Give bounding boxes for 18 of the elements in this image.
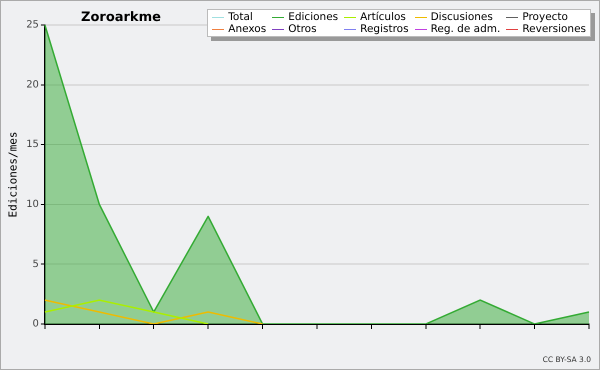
legend-label: Reg. de adm. — [430, 23, 500, 35]
y-tick-label: 5 — [32, 258, 39, 270]
y-tick-label: 15 — [26, 139, 39, 150]
legend-label: Discusiones — [430, 11, 493, 23]
legend-label: Anexos — [228, 23, 266, 35]
y-tick-label: 10 — [26, 198, 39, 210]
chart-title: Zoroarkme — [80, 10, 162, 25]
legend-label: Total — [228, 11, 253, 23]
legend-label: Proyecto — [522, 11, 568, 23]
legend-label: Reversiones — [522, 23, 586, 35]
y-axis-title: Ediciones/mes — [6, 131, 20, 218]
legend-label: Registros — [360, 23, 409, 35]
legend-label: Otros — [288, 23, 317, 35]
y-tick-label: 0 — [32, 318, 39, 330]
legend-label: Artículos — [360, 11, 406, 23]
y-tick-label: 20 — [26, 79, 39, 90]
legend-label: Ediciones — [288, 11, 338, 23]
y-tick-label: 25 — [26, 20, 39, 31]
